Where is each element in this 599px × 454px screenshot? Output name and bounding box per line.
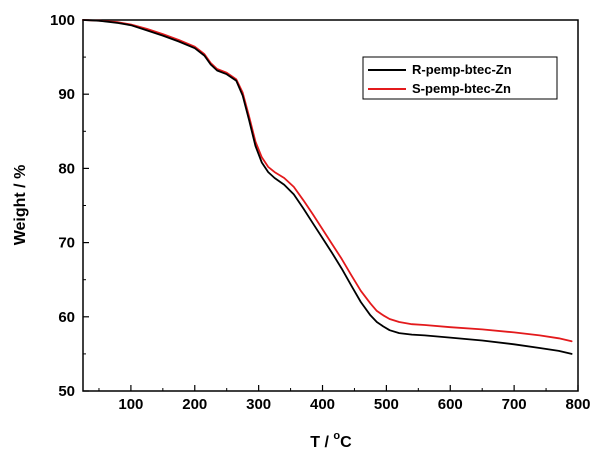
x-axis-title: T / oC bbox=[310, 430, 352, 451]
y-tick-label: 70 bbox=[58, 235, 75, 252]
legend-label-s: S-pemp-btec-Zn bbox=[412, 81, 511, 96]
legend: R-pemp-btec-Zn S-pemp-btec-Zn bbox=[362, 56, 558, 100]
y-axis-title: Weight / % bbox=[12, 165, 29, 246]
x-tick-label: 400 bbox=[310, 396, 335, 413]
x-tick-label: 300 bbox=[246, 396, 271, 413]
x-tick-label: 800 bbox=[565, 396, 590, 413]
series-line-s bbox=[82, 19, 573, 343]
x-tick-label: 100 bbox=[118, 396, 143, 413]
legend-label-r: R-pemp-btec-Zn bbox=[412, 62, 512, 77]
axis-ticks: 100 200 300 400 500 600 700 800 50 60 70 80 90 100 bbox=[50, 12, 591, 413]
x-tick-label: 200 bbox=[182, 396, 207, 413]
x-tick-label: 600 bbox=[438, 396, 463, 413]
x-tick-label: 500 bbox=[374, 396, 399, 413]
legend-box bbox=[362, 56, 558, 100]
y-tick-label: 60 bbox=[58, 309, 75, 326]
series-lines bbox=[82, 19, 573, 355]
y-tick-label: 90 bbox=[58, 86, 75, 103]
y-tick-label: 100 bbox=[50, 12, 75, 29]
series-line-r bbox=[82, 19, 573, 355]
x-tick-label: 700 bbox=[502, 396, 527, 413]
y-tick-label: 50 bbox=[58, 383, 75, 400]
y-tick-label: 80 bbox=[58, 160, 75, 177]
